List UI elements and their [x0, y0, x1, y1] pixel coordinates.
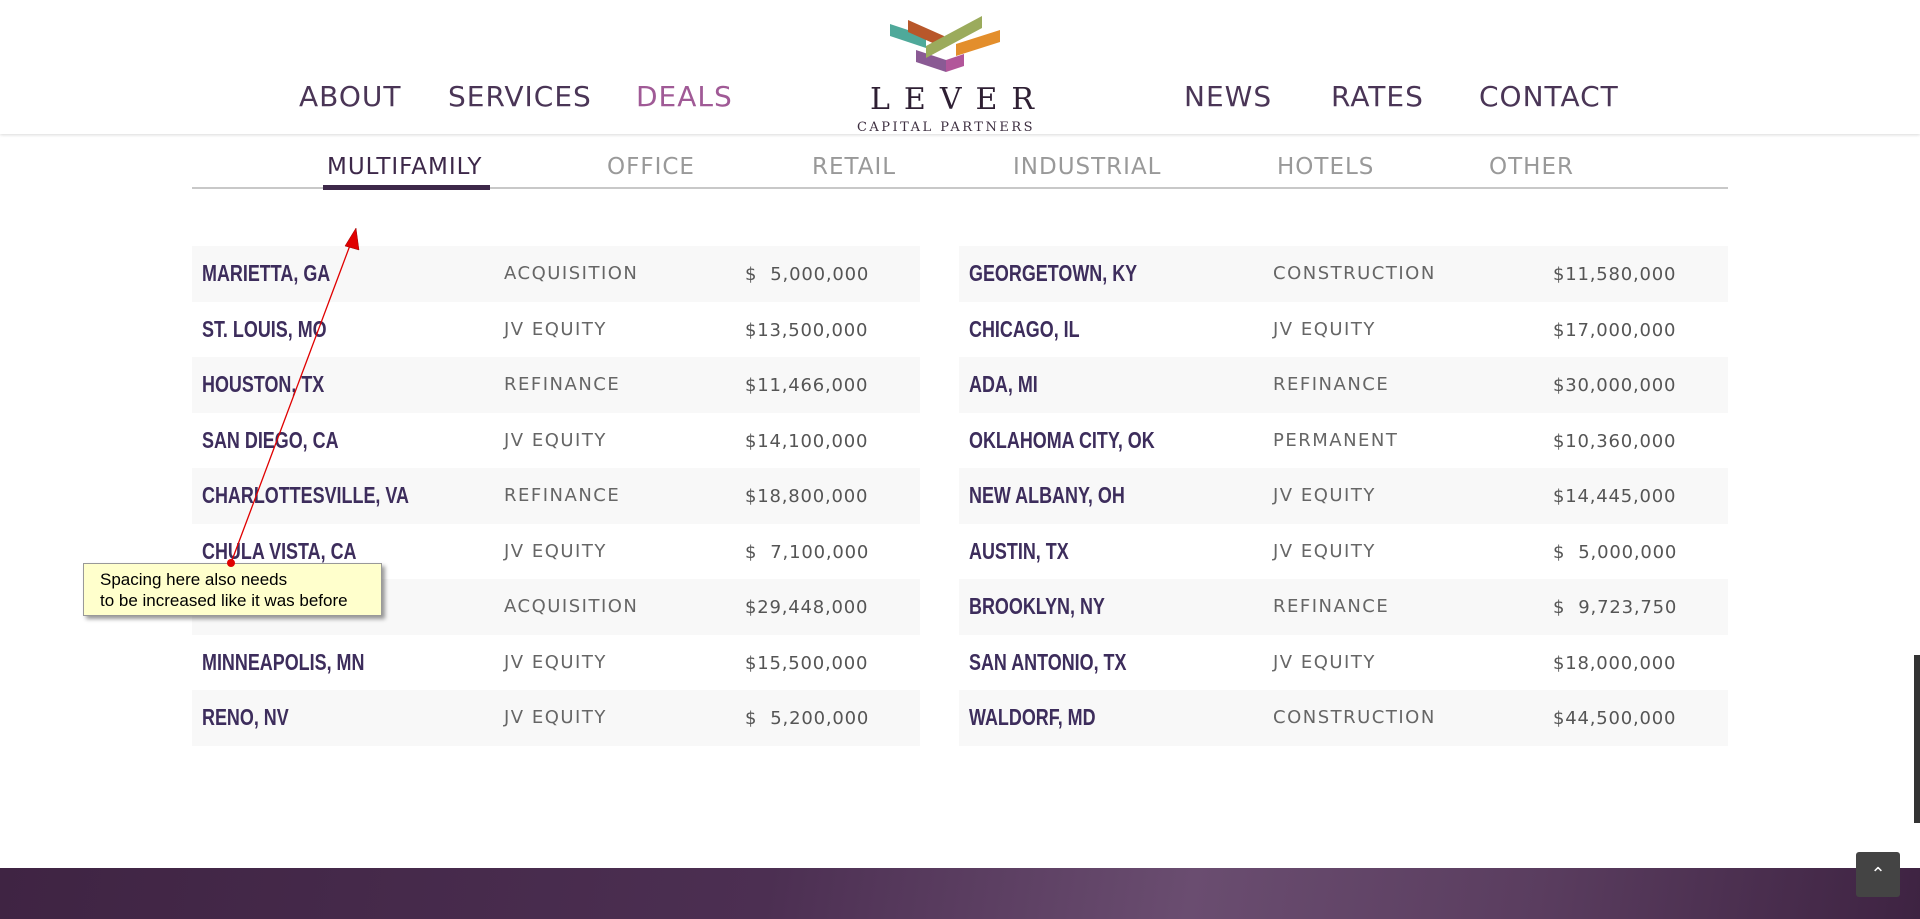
deal-amount: $13,500,000: [745, 319, 869, 341]
nav-news[interactable]: NEWS: [1184, 80, 1273, 113]
deal-amount: $ 5,000,000: [745, 264, 870, 285]
table-row: AUSTIN, TX JV EQUITY $ 5,000,000: [959, 524, 1728, 580]
deal-city: GEORGETOWN, KY: [969, 260, 1138, 286]
annotation-line-2: to be increased like it was before: [100, 591, 348, 610]
back-to-top-button[interactable]: ⌃: [1856, 852, 1900, 897]
deal-type: REFINANCE: [1273, 374, 1390, 395]
deal-city: NEW ALBANY, OH: [969, 482, 1125, 508]
deal-city: SAN ANTONIO, TX: [969, 648, 1127, 675]
table-row: GEORGETOWN, KY CONSTRUCTION $11,580,000: [959, 246, 1728, 302]
nav-deals[interactable]: DEALS: [636, 80, 733, 113]
tab-retail[interactable]: RETAIL: [812, 154, 897, 180]
deals-table-left: MARIETTA, GA ACQUISITION $ 5,000,000 ST. LO…: [192, 246, 920, 746]
table-row: CHICAGO, IL JV EQUITY $17,000,000: [959, 302, 1728, 358]
deal-amount: $14,100,000: [745, 430, 869, 452]
active-tab-indicator: [323, 185, 490, 190]
deal-amount: $14,445,000: [1553, 486, 1677, 507]
deal-amount: $ 5,200,000: [745, 708, 870, 729]
deal-type: PERMANENT: [1273, 429, 1399, 451]
tab-office[interactable]: OFFICE: [607, 154, 695, 180]
deal-type: ACQUISITION: [504, 596, 639, 617]
deal-type: REFINANCE: [1273, 596, 1390, 617]
deal-city: CHICAGO, IL: [969, 315, 1080, 342]
deal-type: JV EQUITY: [504, 651, 607, 673]
deal-amount: $44,500,000: [1553, 708, 1677, 729]
deal-type: JV EQUITY: [1273, 318, 1376, 340]
deal-type: JV EQUITY: [504, 318, 607, 340]
annotation-callout: Spacing here also needs to be increased …: [83, 563, 382, 616]
deal-type: JV EQUITY: [1273, 485, 1376, 506]
deal-city: HOUSTON, TX: [202, 371, 325, 397]
deal-amount: $18,000,000: [1553, 652, 1677, 674]
deal-amount: $29,448,000: [745, 597, 869, 618]
deal-type: JV EQUITY: [504, 429, 607, 451]
deal-amount: $11,580,000: [1553, 264, 1677, 285]
table-row: BROOKLYN, NY REFINANCE $ 9,723,750: [959, 579, 1728, 635]
scrollbar-thumb[interactable]: [1914, 655, 1920, 823]
deal-amount: $18,800,000: [745, 486, 869, 507]
table-row: SAN ANTONIO, TX JV EQUITY $18,000,000: [959, 635, 1728, 691]
tab-other[interactable]: OTHER: [1489, 154, 1574, 180]
nav-about[interactable]: ABOUT: [299, 80, 402, 113]
site-header: ABOUT SERVICES DEALS NEWS RATES CONTACT …: [0, 0, 1920, 135]
deal-city: SAN DIEGO, CA: [202, 426, 339, 453]
deal-amount: $10,360,000: [1553, 430, 1677, 452]
deal-city: OKLAHOMA CITY, OK: [969, 426, 1155, 453]
deal-amount: $30,000,000: [1553, 375, 1677, 396]
table-row: MINNEAPOLIS, MN JV EQUITY $15,500,000: [192, 635, 920, 691]
tab-multifamily[interactable]: MULTIFAMILY: [327, 154, 483, 180]
table-row: OKLAHOMA CITY, OK PERMANENT $10,360,000: [959, 413, 1728, 469]
deal-amount: $ 9,723,750: [1553, 597, 1678, 618]
tab-hotels[interactable]: HOTELS: [1277, 154, 1375, 180]
nav-contact[interactable]: CONTACT: [1479, 80, 1619, 113]
deals-table-right: GEORGETOWN, KY CONSTRUCTION $11,580,000 CHI…: [959, 246, 1728, 746]
deal-city: MARIETTA, GA: [202, 260, 331, 286]
deal-city: ST. LOUIS, MO: [202, 315, 327, 342]
deal-type: ACQUISITION: [504, 263, 639, 284]
deal-amount: $ 7,100,000: [745, 541, 870, 563]
deal-city: MINNEAPOLIS, MN: [202, 648, 365, 675]
deal-city: WALDORF, MD: [969, 704, 1096, 730]
deal-type: JV EQUITY: [1273, 540, 1376, 562]
table-row: WALDORF, MD CONSTRUCTION $44,500,000: [959, 690, 1728, 746]
deal-city: ADA, MI: [969, 371, 1038, 397]
table-row: CHARLOTTESVILLE, VA REFINANCE $18,800,000: [192, 468, 920, 524]
deal-city: AUSTIN, TX: [969, 537, 1069, 564]
chevron-up-icon: ⌃: [1870, 864, 1886, 885]
deal-type: JV EQUITY: [1273, 651, 1376, 673]
table-row: HOUSTON, TX REFINANCE $11,466,000: [192, 357, 920, 413]
deal-city: CHULA VISTA, CA: [202, 537, 357, 564]
logo-wordmark: LEVER: [870, 82, 1048, 117]
nav-rates[interactable]: RATES: [1331, 80, 1424, 113]
deal-city: BROOKLYN, NY: [969, 593, 1105, 619]
table-row: RENO, NV JV EQUITY $ 5,200,000: [192, 690, 920, 746]
nav-services[interactable]: SERVICES: [448, 80, 592, 113]
deal-amount: $ 5,000,000: [1553, 541, 1678, 563]
table-row: SAN DIEGO, CA JV EQUITY $14,100,000: [192, 413, 920, 469]
annotation-line-1: Spacing here also needs: [100, 570, 288, 589]
deal-amount: $11,466,000: [745, 375, 869, 396]
table-row: MARIETTA, GA ACQUISITION $ 5,000,000: [192, 246, 920, 302]
deal-amount: $15,500,000: [745, 652, 869, 674]
logo-subtitle: CAPITAL PARTNERS: [856, 120, 1036, 135]
table-row: ST. LOUIS, MO JV EQUITY $13,500,000: [192, 302, 920, 358]
deal-type: JV EQUITY: [504, 540, 607, 562]
table-row: NEW ALBANY, OH JV EQUITY $14,445,000: [959, 468, 1728, 524]
footer: [0, 868, 1920, 919]
tabs-divider: [192, 187, 1728, 189]
deal-amount: $17,000,000: [1553, 319, 1677, 341]
deal-city: CHARLOTTESVILLE, VA: [202, 482, 409, 508]
table-row: ADA, MI REFINANCE $30,000,000: [959, 357, 1728, 413]
deal-type: JV EQUITY: [504, 707, 607, 728]
deal-type: CONSTRUCTION: [1273, 707, 1436, 728]
deal-type: REFINANCE: [504, 485, 621, 506]
logo-mark-icon: [890, 16, 1000, 72]
logo[interactable]: LEVER CAPITAL PARTNERS: [856, 10, 1048, 135]
deal-type: REFINANCE: [504, 374, 621, 395]
deal-city: RENO, NV: [202, 704, 289, 730]
tab-industrial[interactable]: INDUSTRIAL: [1013, 154, 1162, 180]
deal-type: CONSTRUCTION: [1273, 263, 1436, 284]
